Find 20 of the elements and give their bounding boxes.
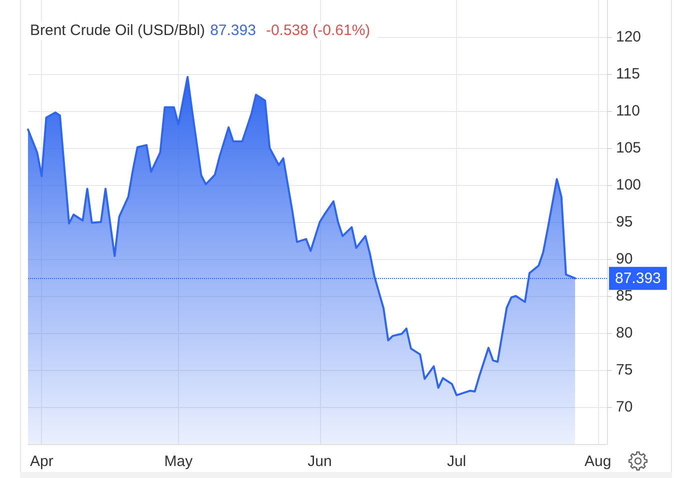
- y-tick-label: 80: [616, 324, 633, 342]
- ref-line-label: 87.393: [615, 270, 661, 287]
- y-tick-label: 90: [616, 250, 633, 268]
- y-tick-label: 85: [616, 288, 633, 304]
- y-tick-label: 70: [616, 398, 633, 416]
- y-tick-label: 120: [616, 28, 642, 46]
- y-tick-label: 95: [616, 214, 633, 230]
- x-tick-label: Aug: [584, 453, 612, 470]
- x-tick-label: May: [164, 453, 194, 470]
- x-tick-label: Jul: [446, 453, 466, 470]
- y-tick-label: 110: [616, 102, 640, 120]
- x-tick-label: Apr: [30, 453, 54, 470]
- y-tick-label: 75: [616, 362, 633, 378]
- x-tick-label: Jun: [308, 453, 332, 470]
- y-tick-label: 115: [616, 66, 640, 82]
- y-tick-label: 105: [616, 140, 642, 156]
- text: Brent Crude Oil (USD/Bbl): [30, 22, 206, 39]
- annotation: -0.538 (-0.61%): [266, 22, 370, 39]
- y-tick-label: 100: [616, 176, 642, 194]
- annotation: 87.393: [210, 22, 256, 39]
